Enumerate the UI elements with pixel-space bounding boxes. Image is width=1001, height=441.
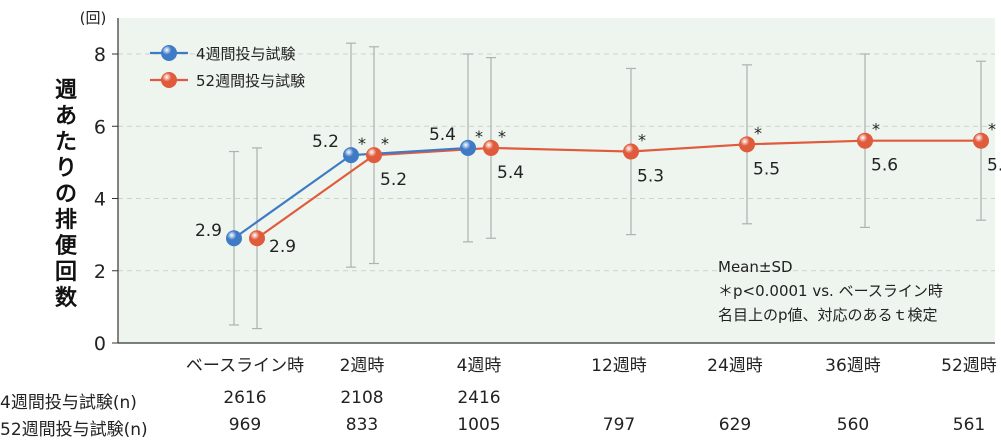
y-axis-title-char: 数 [54, 286, 77, 311]
y-axis-title-char: り [54, 156, 77, 181]
data-point [483, 139, 499, 156]
table-cell: 1005 [457, 415, 501, 435]
legend: 4週間投与試験 52週間投与試験 [150, 45, 305, 90]
table-cell: 2108 [340, 388, 384, 408]
data-point [460, 139, 476, 156]
data-label: 5.4 [497, 163, 524, 183]
y-axis-title-char: た [54, 130, 77, 155]
table-cell: 561 [952, 415, 986, 435]
data-point [366, 147, 382, 164]
y-axis-title: 週あたりの排便回数 [52, 78, 80, 312]
data-label: 5.4 [429, 125, 456, 145]
data-point [857, 132, 873, 149]
significance-marker: * [638, 131, 646, 150]
table-cell: 969 [228, 415, 262, 435]
y-axis-title-char: の [54, 182, 77, 207]
x-tick-label: 52週時 [941, 356, 997, 376]
x-tick-label: 36週時 [825, 356, 881, 376]
y-tick-label: 6 [94, 116, 106, 138]
data-point [739, 136, 755, 153]
significance-marker: * [358, 134, 366, 153]
table-cell: 797 [602, 415, 636, 435]
table-cell: 2616 [223, 388, 267, 408]
x-tick-label: 12週時 [591, 356, 647, 376]
y-axis-title-char: あ [54, 104, 77, 129]
y-axis-title-char: 週 [54, 78, 77, 103]
x-tick-label: ベースライン時 [186, 356, 304, 376]
data-label: 5.3 [637, 167, 664, 187]
y-axis-title-char: 便 [54, 234, 77, 259]
data-label: 2.9 [195, 221, 222, 241]
y-tick-label: 8 [94, 44, 106, 66]
data-points [226, 132, 989, 247]
data-point [249, 230, 265, 247]
y-tick-label: 4 [94, 189, 106, 211]
data-point [226, 230, 242, 247]
data-label: 5.2 [312, 132, 339, 152]
data-labels: 2.9 5.2 * 5.4 * 2.9 5.2 * 5.4 * 5.3 * 5.5 * 5.6 * 5.6 * [195, 120, 1001, 258]
grid-lines [118, 53, 995, 272]
significance-marker: * [498, 127, 506, 146]
y-unit-label: (回) [80, 9, 107, 27]
legend-marker [161, 72, 177, 88]
data-label: 5.6 [987, 156, 1001, 176]
significance-marker: * [872, 120, 880, 139]
significance-marker: * [988, 120, 996, 139]
data-point [343, 147, 359, 164]
notes: Mean±SD ＊p<0.0001 vs. ベースライン時名目上のp値、対応のある… [718, 258, 943, 324]
note-line: ＊p<0.0001 vs. ベースライン時 [718, 282, 943, 300]
table-cell: 629 [718, 415, 752, 435]
y-tick-label: 0 [94, 333, 106, 355]
data-label: 5.6 [871, 156, 898, 176]
table-row-label: 4週間投与試験(n) [0, 393, 137, 413]
table-cell: 2416 [457, 388, 501, 408]
data-point [623, 143, 639, 160]
significance-marker: * [475, 127, 483, 146]
note-line: 名目上のp値、対応のあるｔ検定 [718, 306, 938, 324]
table-cell: 560 [836, 415, 870, 435]
x-tick-label: 2週時 [340, 356, 385, 376]
data-point [973, 132, 989, 149]
legend-label: 4週間投与試験 [196, 45, 296, 63]
data-label: 5.5 [753, 159, 780, 179]
note-line: Mean±SD [718, 258, 793, 276]
y-axis-title-char: 回 [54, 260, 77, 285]
table-row-label: 52週間投与試験(n) [0, 420, 148, 440]
significance-marker: * [381, 134, 389, 153]
y-axis-title-char: 排 [54, 208, 77, 233]
x-tick-label: 4週時 [457, 356, 502, 376]
y-tick-label: 2 [94, 261, 106, 283]
plot-background [118, 18, 995, 343]
axes: 0 2 4 6 8 ベースライン時 2週時 4週時 12週時 24週時 36週時 52週時 [94, 18, 997, 376]
data-label: 5.2 [380, 170, 407, 190]
significance-marker: * [754, 123, 762, 142]
legend-label: 52週間投与試験 [196, 72, 305, 90]
data-label: 2.9 [269, 237, 296, 257]
table-cell: 833 [345, 415, 379, 435]
legend-marker [161, 45, 177, 61]
x-tick-label: 24週時 [707, 356, 763, 376]
